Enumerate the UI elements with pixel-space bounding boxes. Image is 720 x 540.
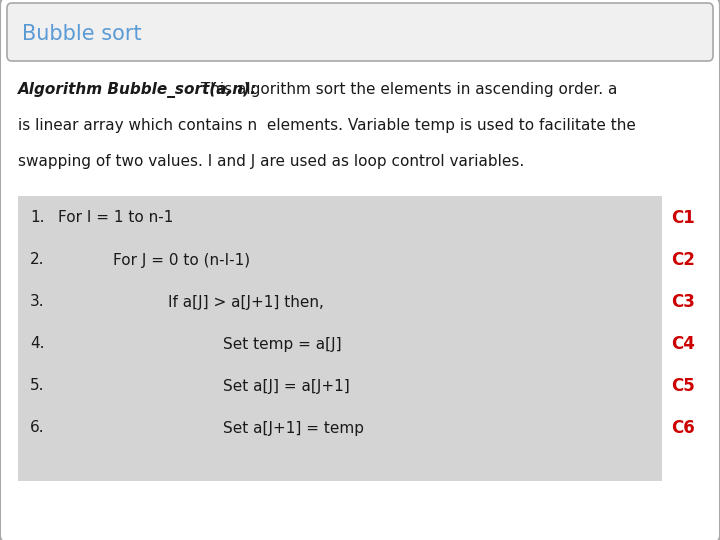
Text: 3.: 3.: [30, 294, 45, 309]
Text: 6.: 6.: [30, 421, 45, 435]
Text: Set a[J] = a[J+1]: Set a[J] = a[J+1]: [223, 379, 350, 394]
Text: Algorithm Bubble_sort(a,n):: Algorithm Bubble_sort(a,n):: [18, 82, 257, 98]
Text: Set temp = a[J]: Set temp = a[J]: [223, 336, 341, 352]
Text: C1: C1: [671, 209, 695, 227]
Text: This algorithm sort the elements in ascending order. a: This algorithm sort the elements in asce…: [196, 82, 617, 97]
Text: C4: C4: [671, 335, 695, 353]
Text: 2.: 2.: [30, 253, 45, 267]
FancyBboxPatch shape: [18, 196, 662, 481]
Text: For J = 0 to (n-I-1): For J = 0 to (n-I-1): [113, 253, 250, 267]
Text: C6: C6: [671, 419, 695, 437]
Text: C3: C3: [671, 293, 695, 311]
Text: If a[J] > a[J+1] then,: If a[J] > a[J+1] then,: [168, 294, 324, 309]
Text: 4.: 4.: [30, 336, 45, 352]
Text: C5: C5: [671, 377, 695, 395]
Text: is linear array which contains n  elements. Variable temp is used to facilitate : is linear array which contains n element…: [18, 118, 636, 133]
Text: 1.: 1.: [30, 211, 45, 226]
FancyBboxPatch shape: [7, 3, 713, 61]
Text: 5.: 5.: [30, 379, 45, 394]
Text: swapping of two values. I and J are used as loop control variables.: swapping of two values. I and J are used…: [18, 154, 524, 169]
Text: For I = 1 to n-1: For I = 1 to n-1: [58, 211, 174, 226]
Text: Set a[J+1] = temp: Set a[J+1] = temp: [223, 421, 364, 435]
Text: C2: C2: [671, 251, 695, 269]
Text: Bubble sort: Bubble sort: [22, 24, 142, 44]
